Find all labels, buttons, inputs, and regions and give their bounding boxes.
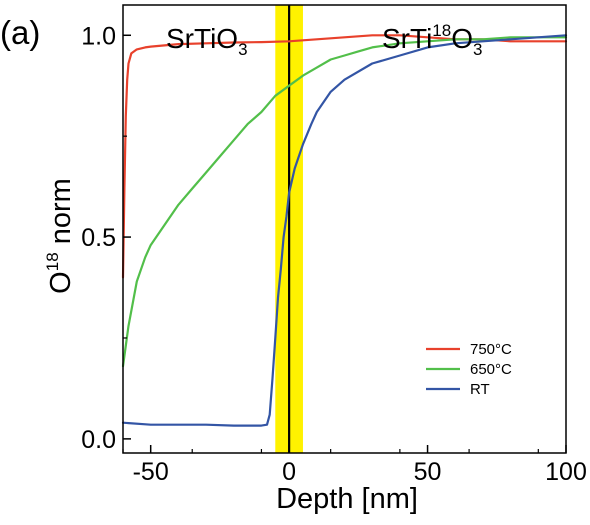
- legend-label-2: RT: [470, 381, 490, 398]
- y-axis-title: O18 norm: [43, 178, 77, 294]
- series-line-2: [121, 34, 568, 427]
- series-line-0: [121, 34, 568, 279]
- plot-frame: [122, 4, 567, 454]
- y-tick-label: 0.5: [81, 224, 116, 252]
- legend: 750°C 650°C RT: [426, 341, 512, 398]
- region-label-srtio3: SrTiO3: [166, 23, 248, 59]
- y-tick-label: 1.0: [81, 22, 116, 50]
- x-tick-label: 0: [282, 458, 296, 486]
- x-tick-label: 50: [414, 458, 442, 486]
- x-tick-label: -50: [133, 458, 169, 486]
- region-label-srti18o3: SrTi18O3: [382, 21, 482, 59]
- legend-label-0: 750°C: [470, 341, 512, 358]
- y-tick-label: 0.0: [81, 426, 116, 454]
- legend-label-1: 650°C: [470, 361, 512, 378]
- series-line-1: [121, 36, 568, 368]
- panel-label: (a): [0, 14, 40, 51]
- x-axis-title: Depth [nm]: [276, 483, 418, 515]
- x-tick-label: 100: [545, 458, 587, 486]
